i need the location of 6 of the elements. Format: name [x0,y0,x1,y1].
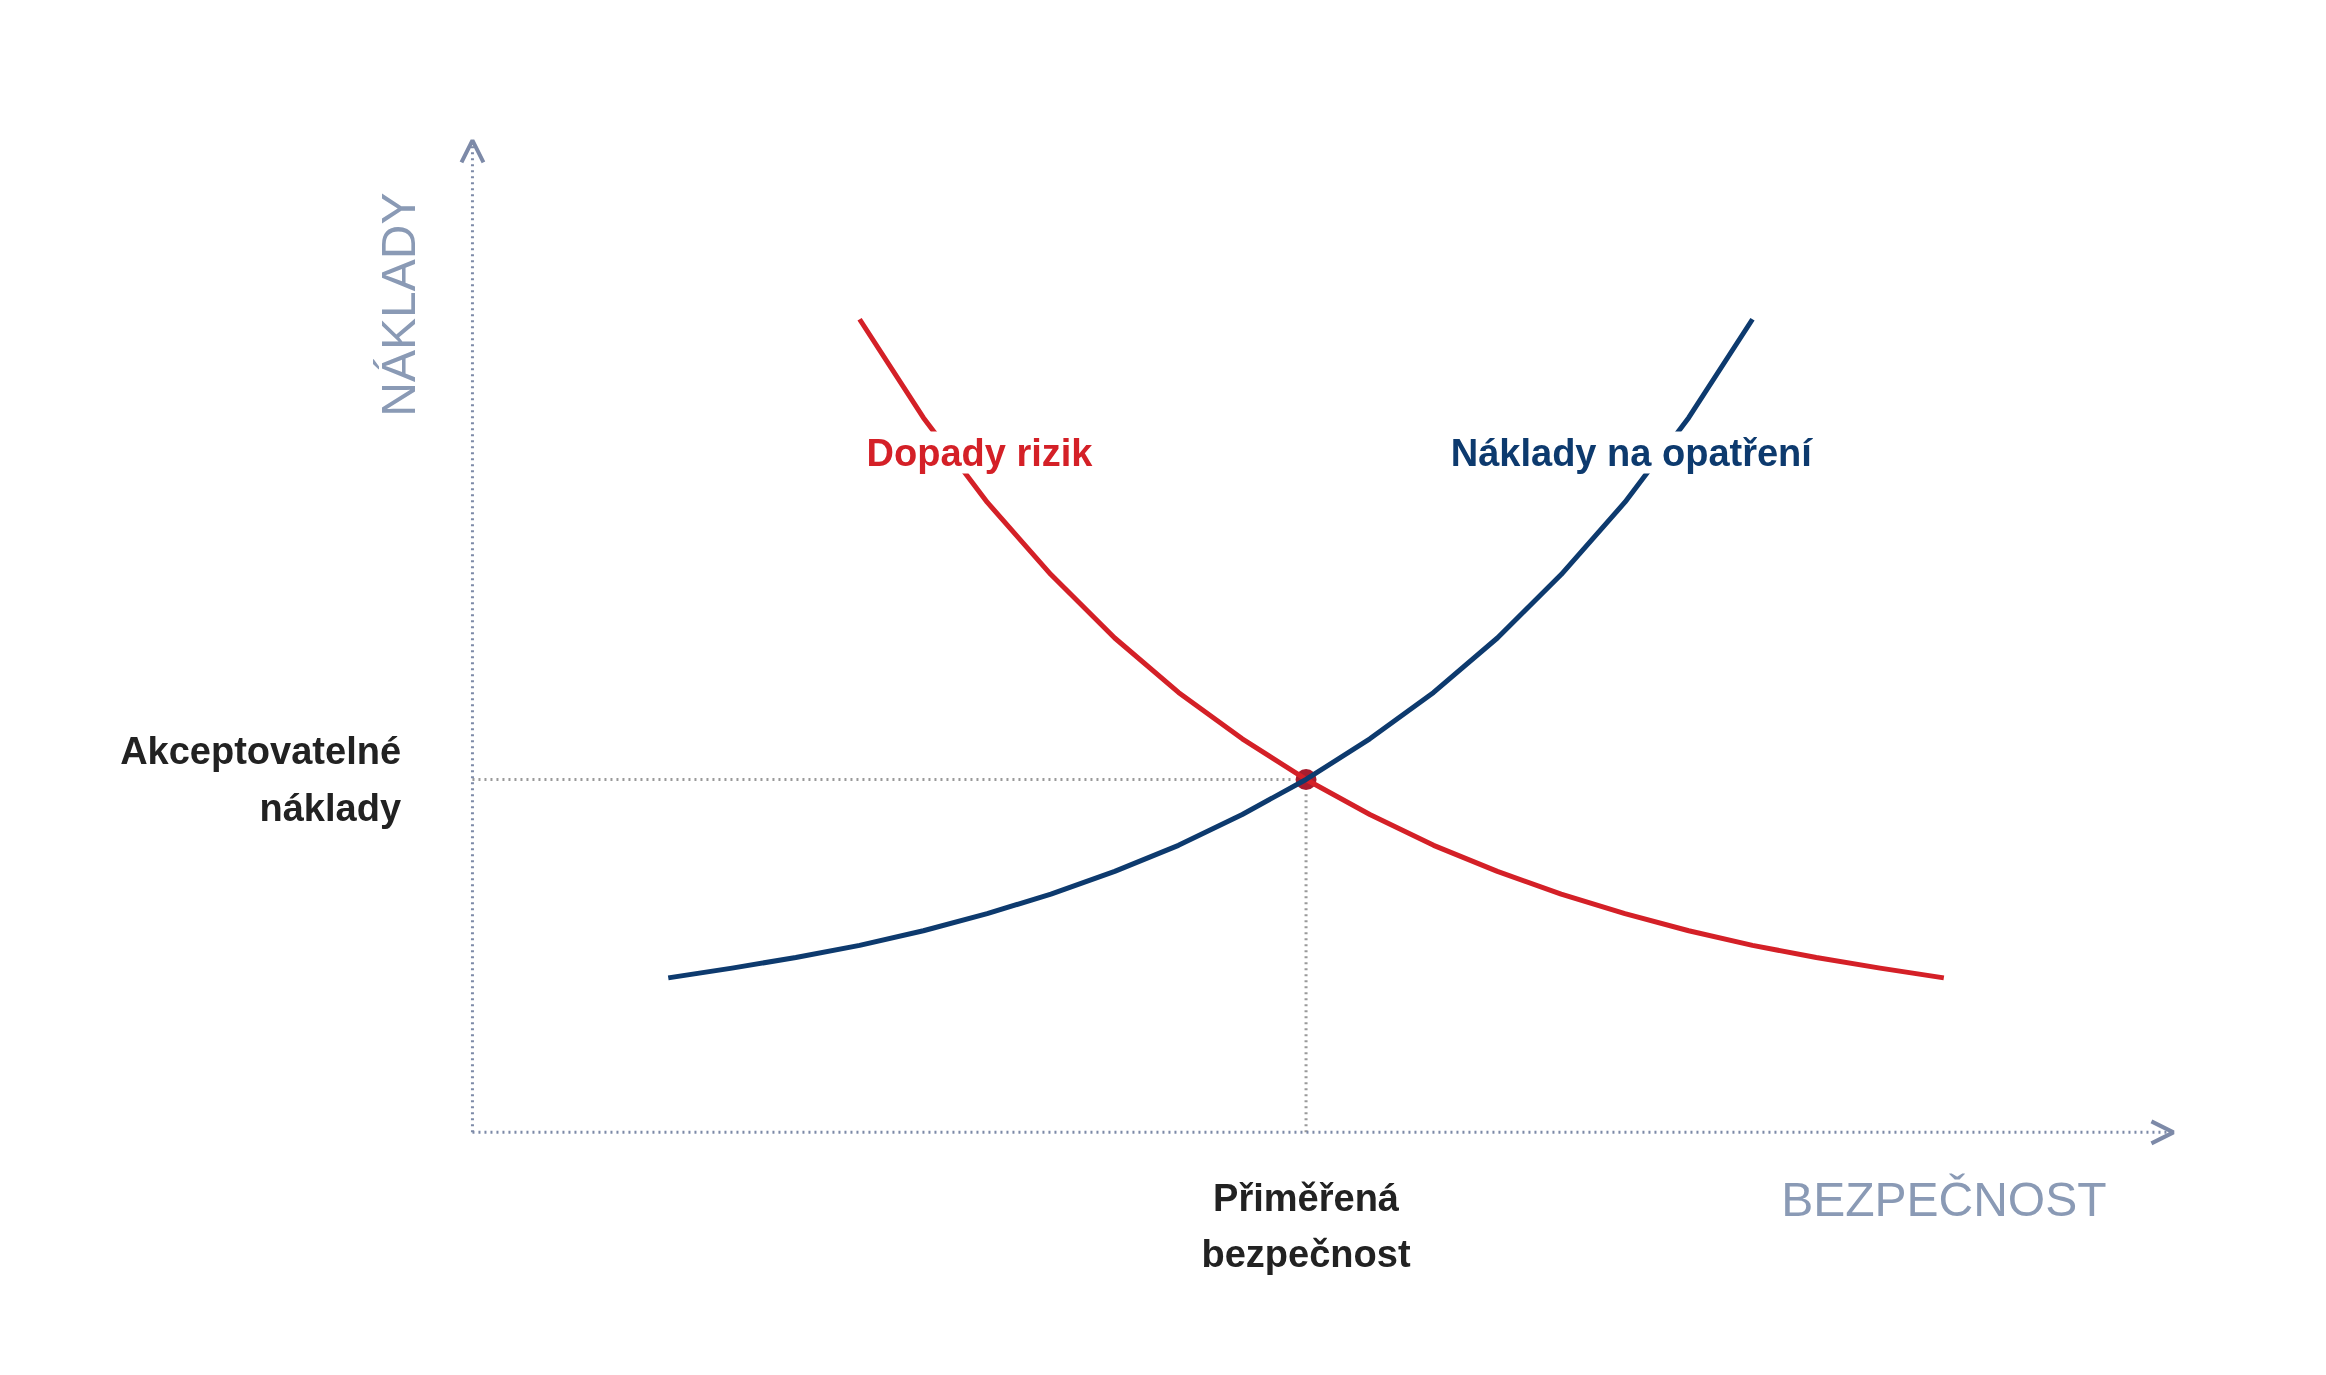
text: Přiměřená bezpečnost [1201,1176,1411,1276]
series-label: Náklady na opatření [1450,431,1814,474]
y-axis-title: NÁKLADY [371,192,425,417]
x-axis-title: BEZPEČNOST [1781,1172,2107,1226]
series-label: Dopady rizik [866,431,1094,474]
ref-line-label: Akceptovatelné náklady [120,730,402,829]
